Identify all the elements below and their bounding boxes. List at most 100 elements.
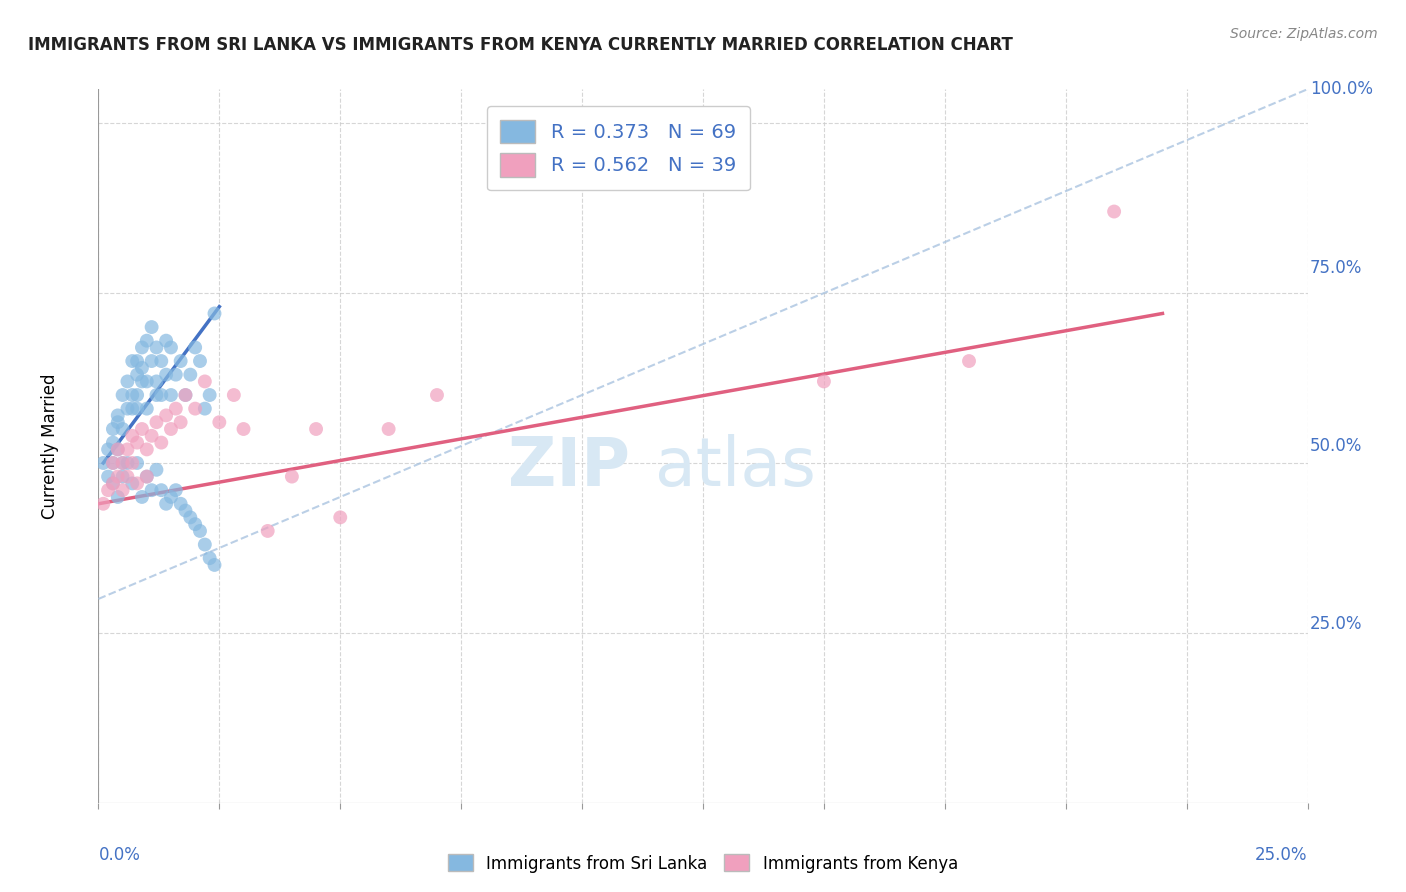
Point: [135, 375, 157, 389]
Text: atlas: atlas: [655, 434, 815, 500]
Point: [127, 388, 149, 402]
Point: [155, 334, 177, 348]
Point: [135, 469, 157, 483]
Point: [111, 456, 134, 470]
Point: [155, 497, 177, 511]
Text: 50.0%: 50.0%: [1310, 437, 1362, 455]
Legend: Immigrants from Sri Lanka, Immigrants from Kenya: Immigrants from Sri Lanka, Immigrants fr…: [441, 847, 965, 880]
Point: [150, 354, 173, 368]
Point: [222, 388, 245, 402]
Point: [141, 354, 163, 368]
Point: [97, 469, 120, 483]
Point: [131, 360, 153, 375]
Point: [111, 469, 134, 483]
Point: [141, 429, 163, 443]
Point: [121, 388, 143, 402]
Point: [141, 320, 163, 334]
Point: [131, 375, 153, 389]
Point: [107, 415, 129, 429]
Point: [155, 368, 177, 382]
Point: [150, 388, 173, 402]
Point: [150, 483, 173, 498]
Text: 75.0%: 75.0%: [1310, 259, 1362, 277]
Point: [160, 341, 183, 355]
Point: [111, 456, 134, 470]
Point: [135, 334, 157, 348]
Point: [121, 401, 143, 416]
Point: [194, 375, 217, 389]
Point: [184, 341, 207, 355]
Legend: R = 0.373   N = 69, R = 0.562   N = 39: R = 0.373 N = 69, R = 0.562 N = 39: [486, 106, 749, 191]
Point: [813, 375, 835, 389]
Point: [169, 415, 191, 429]
Point: [111, 422, 134, 436]
Point: [165, 483, 187, 498]
Point: [169, 497, 191, 511]
Text: 25.0%: 25.0%: [1256, 846, 1308, 863]
Text: ZIP: ZIP: [509, 434, 630, 500]
Point: [107, 442, 129, 457]
Point: [198, 388, 221, 402]
Point: [121, 476, 143, 491]
Point: [97, 442, 120, 457]
Point: [184, 401, 207, 416]
Point: [188, 354, 211, 368]
Text: Source: ZipAtlas.com: Source: ZipAtlas.com: [1230, 27, 1378, 41]
Point: [141, 483, 163, 498]
Point: [145, 388, 167, 402]
Point: [117, 442, 139, 457]
Point: [165, 401, 187, 416]
Point: [232, 422, 254, 436]
Point: [174, 388, 197, 402]
Point: [329, 510, 352, 524]
Point: [107, 469, 129, 483]
Point: [127, 456, 149, 470]
Point: [426, 388, 449, 402]
Point: [184, 517, 207, 532]
Text: 25.0%: 25.0%: [1310, 615, 1362, 633]
Point: [150, 435, 173, 450]
Point: [281, 469, 304, 483]
Point: [179, 510, 201, 524]
Point: [160, 490, 183, 504]
Point: [198, 551, 221, 566]
Point: [305, 422, 328, 436]
Point: [1102, 204, 1125, 219]
Point: [174, 503, 197, 517]
Point: [121, 429, 143, 443]
Point: [97, 483, 120, 498]
Point: [121, 354, 143, 368]
Point: [204, 558, 226, 572]
Point: [194, 401, 217, 416]
Point: [101, 435, 124, 450]
Point: [145, 463, 167, 477]
Text: Currently Married: Currently Married: [41, 373, 59, 519]
Point: [131, 341, 153, 355]
Text: 0.0%: 0.0%: [98, 846, 141, 863]
Point: [101, 456, 124, 470]
Point: [121, 456, 143, 470]
Point: [145, 415, 167, 429]
Point: [145, 375, 167, 389]
Point: [165, 368, 187, 382]
Point: [127, 401, 149, 416]
Point: [169, 354, 191, 368]
Point: [131, 490, 153, 504]
Point: [101, 476, 124, 491]
Point: [194, 537, 217, 551]
Point: [188, 524, 211, 538]
Point: [101, 456, 124, 470]
Point: [377, 422, 399, 436]
Point: [204, 306, 226, 320]
Point: [91, 497, 114, 511]
Point: [179, 368, 201, 382]
Point: [145, 341, 167, 355]
Point: [174, 388, 197, 402]
Point: [107, 490, 129, 504]
Text: IMMIGRANTS FROM SRI LANKA VS IMMIGRANTS FROM KENYA CURRENTLY MARRIED CORRELATION: IMMIGRANTS FROM SRI LANKA VS IMMIGRANTS …: [28, 36, 1012, 54]
Point: [131, 422, 153, 436]
Point: [957, 354, 980, 368]
Point: [117, 456, 139, 470]
Point: [101, 476, 124, 491]
Point: [117, 375, 139, 389]
